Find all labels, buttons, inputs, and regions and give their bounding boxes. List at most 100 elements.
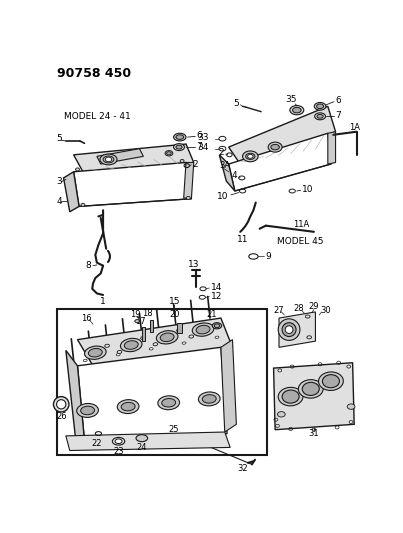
Ellipse shape	[160, 333, 174, 342]
Polygon shape	[74, 163, 191, 206]
Polygon shape	[221, 340, 237, 432]
Ellipse shape	[174, 144, 185, 151]
Ellipse shape	[85, 346, 106, 359]
Ellipse shape	[290, 106, 304, 115]
Text: 35: 35	[285, 95, 296, 104]
Ellipse shape	[112, 438, 125, 445]
Ellipse shape	[165, 151, 173, 156]
Ellipse shape	[141, 336, 145, 340]
Ellipse shape	[120, 338, 142, 352]
Text: 16: 16	[81, 313, 92, 322]
Text: 11A: 11A	[293, 220, 309, 229]
Ellipse shape	[317, 115, 323, 118]
Text: MODEL 24 - 41: MODEL 24 - 41	[64, 112, 131, 121]
Polygon shape	[184, 163, 194, 199]
Text: MODEL 45: MODEL 45	[277, 237, 323, 246]
Ellipse shape	[88, 349, 102, 357]
Ellipse shape	[162, 399, 176, 407]
Text: 4: 4	[56, 197, 62, 206]
Text: 3: 3	[56, 177, 62, 186]
Ellipse shape	[243, 151, 258, 161]
Polygon shape	[74, 144, 194, 172]
Ellipse shape	[153, 343, 158, 346]
Ellipse shape	[76, 168, 79, 171]
Ellipse shape	[317, 104, 324, 109]
Text: 10: 10	[217, 192, 229, 201]
Text: 2: 2	[218, 148, 224, 157]
Ellipse shape	[136, 435, 147, 442]
Ellipse shape	[103, 156, 114, 163]
Ellipse shape	[347, 404, 355, 409]
Ellipse shape	[182, 342, 186, 344]
Ellipse shape	[115, 439, 122, 443]
Bar	[150, 320, 154, 332]
Text: 6: 6	[336, 95, 341, 104]
Ellipse shape	[278, 387, 303, 406]
Text: 34: 34	[197, 143, 208, 152]
Text: 25: 25	[168, 425, 179, 434]
Ellipse shape	[315, 113, 326, 120]
Ellipse shape	[121, 402, 135, 411]
Text: 6: 6	[196, 131, 202, 140]
Polygon shape	[328, 132, 336, 164]
Ellipse shape	[285, 326, 293, 334]
Ellipse shape	[149, 348, 153, 350]
Text: 14: 14	[211, 283, 222, 292]
Polygon shape	[77, 348, 227, 449]
Ellipse shape	[177, 329, 181, 332]
Ellipse shape	[116, 353, 120, 356]
Text: 19: 19	[131, 311, 141, 319]
Text: 30: 30	[320, 306, 331, 315]
Polygon shape	[274, 363, 354, 430]
Polygon shape	[279, 312, 316, 348]
Text: 5: 5	[56, 134, 62, 143]
Ellipse shape	[282, 322, 296, 336]
Ellipse shape	[268, 142, 282, 152]
Ellipse shape	[282, 390, 299, 403]
Text: 4: 4	[232, 171, 237, 180]
Text: 29: 29	[309, 302, 319, 311]
Ellipse shape	[278, 319, 300, 341]
Bar	[177, 322, 182, 334]
Text: 32: 32	[237, 464, 248, 473]
Ellipse shape	[277, 411, 285, 417]
Text: 5: 5	[233, 100, 239, 109]
Text: 3A: 3A	[219, 161, 231, 170]
Ellipse shape	[77, 403, 98, 417]
Text: 1A: 1A	[349, 123, 360, 132]
Text: 31: 31	[309, 429, 319, 438]
Bar	[56, 309, 267, 455]
Ellipse shape	[117, 350, 122, 353]
Ellipse shape	[56, 400, 66, 409]
Ellipse shape	[302, 382, 319, 395]
Text: 7: 7	[196, 142, 202, 151]
Ellipse shape	[202, 394, 216, 403]
Ellipse shape	[293, 108, 301, 113]
Text: 28: 28	[293, 304, 304, 313]
Ellipse shape	[176, 135, 184, 140]
Ellipse shape	[271, 144, 279, 150]
Polygon shape	[66, 432, 230, 450]
Text: 27: 27	[273, 306, 284, 315]
Text: 20: 20	[169, 311, 180, 319]
Ellipse shape	[83, 359, 87, 361]
Text: 15: 15	[168, 297, 180, 305]
Ellipse shape	[186, 196, 190, 199]
Ellipse shape	[124, 341, 138, 349]
Polygon shape	[219, 155, 235, 191]
Ellipse shape	[318, 372, 343, 391]
Ellipse shape	[117, 400, 139, 414]
Ellipse shape	[212, 322, 222, 329]
Text: 10: 10	[302, 185, 314, 194]
Polygon shape	[229, 106, 336, 164]
Ellipse shape	[189, 335, 193, 338]
Ellipse shape	[247, 155, 253, 158]
Ellipse shape	[196, 325, 210, 334]
Ellipse shape	[176, 145, 182, 149]
Ellipse shape	[54, 397, 69, 412]
Text: 11: 11	[237, 235, 248, 244]
Text: 23: 23	[113, 447, 124, 456]
Text: 8: 8	[85, 261, 91, 270]
Text: 18: 18	[142, 309, 153, 318]
Ellipse shape	[192, 323, 214, 336]
